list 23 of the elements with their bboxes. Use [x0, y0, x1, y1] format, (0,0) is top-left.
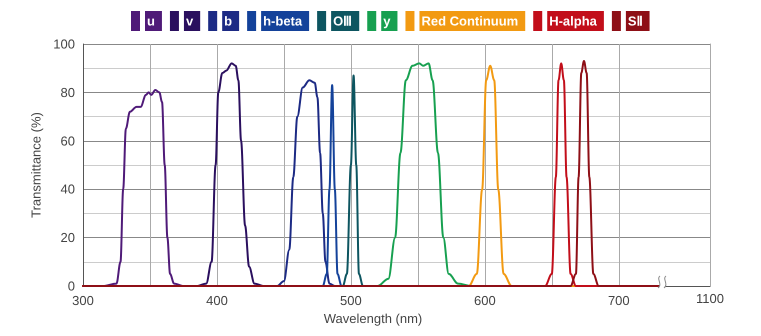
y-tick-label: 40	[60, 182, 75, 197]
y-tick-label: 80	[60, 84, 75, 100]
legend-label: SⅡ	[628, 14, 643, 28]
y-tick-label: 20	[60, 230, 75, 246]
legend-label: v	[186, 14, 194, 28]
y-tick-label: 60	[60, 133, 75, 148]
y-tick-label: 0	[68, 278, 75, 294]
legend-label: Red Continuum	[421, 14, 518, 28]
legend-label: H-alpha	[549, 14, 598, 28]
text: 1100	[696, 291, 724, 306]
y-axis-title: Transmittance (%)	[28, 112, 44, 218]
legend-label: y	[383, 14, 392, 28]
y-tick-label: 100	[53, 36, 75, 52]
x-tick-label: 500	[340, 293, 362, 308]
x-axis-title: Wavelength (nm)	[324, 311, 422, 326]
x-tick-label: 700	[608, 293, 630, 308]
legend-label: b	[224, 14, 232, 28]
x-tick-label: 400	[206, 293, 228, 308]
legend-label: h-beta	[263, 14, 303, 28]
x-tick-label: 600	[474, 293, 496, 308]
legend-label: u	[147, 14, 155, 28]
legend-label: OⅢ	[333, 14, 352, 28]
x-tick-label: 300	[72, 293, 94, 308]
